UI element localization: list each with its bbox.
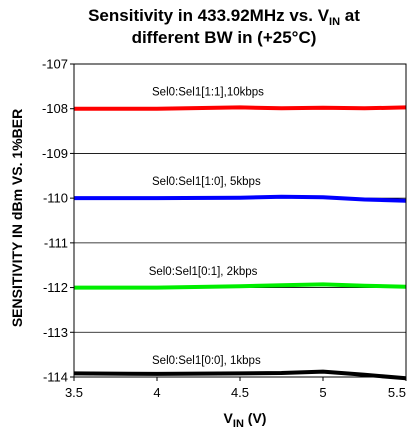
series-line-3: [73, 369, 407, 381]
x-tick-label: 4: [153, 385, 160, 400]
y-tick-label: -113: [43, 325, 68, 340]
series-lines: [73, 105, 407, 381]
x-tick-label: 4.5: [231, 385, 249, 400]
chart-title-line2: different BW in (+25°C): [132, 28, 317, 47]
plot-area-frame: [73, 63, 407, 378]
x-axis-label: VIN (V): [224, 410, 267, 430]
x-tick-label: 5: [319, 385, 326, 400]
x-tick-labels: 3.5 4 4.5 5 5.5: [65, 385, 406, 400]
y-tick-label: -108: [42, 101, 68, 116]
x-tick-label: 5.5: [388, 385, 406, 400]
series-line-2: [74, 282, 407, 290]
series-label-0: Sel0:Sel1[1:1],10kbps: [152, 86, 264, 98]
y-tick-label: -114: [43, 370, 68, 385]
y-tick-labels: -107 -108 -109 -110 -111 -112 -113 -114: [42, 57, 68, 385]
y-tick-label: -107: [42, 57, 68, 72]
series-label-2: Sel0:Sel1[0:1], 2kbps: [149, 266, 258, 278]
series-line-1: [74, 194, 407, 203]
series-line-0: [74, 105, 407, 111]
series-label-3: Sel0:Sel1[0:0], 1kbps: [152, 355, 261, 367]
grid-lines: [70, 63, 407, 381]
chart-title-line1: Sensitivity in 433.92MHz vs. VIN at: [88, 6, 360, 28]
y-tick-label: -110: [43, 191, 68, 206]
y-tick-label: -111: [44, 235, 68, 250]
y-tick-label: -112: [43, 280, 68, 295]
x-tick-label: 3.5: [65, 385, 83, 400]
series-label-1: Sel0:Sel1[1:0], 5kbps: [152, 176, 261, 188]
y-tick-label: -109: [42, 146, 68, 161]
series-labels: Sel0:Sel1[1:1],10kbps Sel0:Sel1[1:0], 5kb…: [149, 86, 264, 367]
y-axis-label: SENSITIVITY IN dBm VS. 1%BER: [9, 109, 25, 327]
